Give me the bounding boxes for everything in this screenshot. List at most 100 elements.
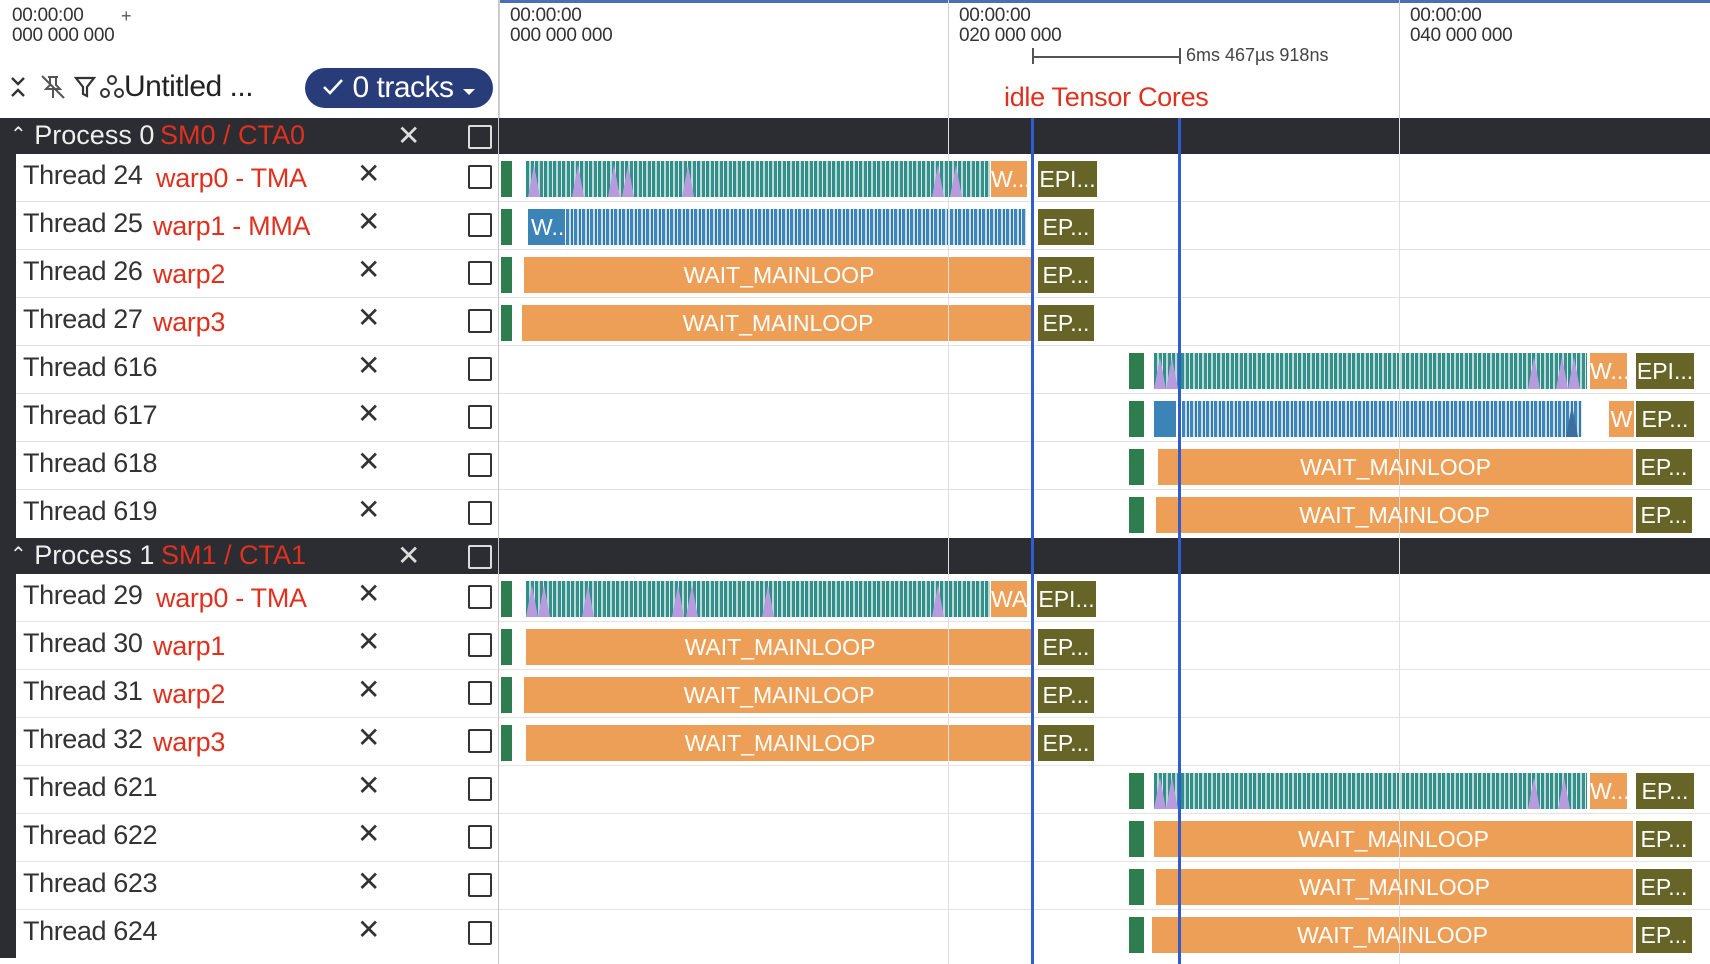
- close-icon[interactable]: ✕: [357, 302, 381, 333]
- track-lane[interactable]: WAIT_MAINLOOP EP...: [499, 670, 1710, 718]
- track-lane[interactable]: W... EPI...: [499, 346, 1710, 394]
- thread-row[interactable]: Thread 31 warp2 ✕ WAIT_MAINLOOP EP...: [0, 670, 1710, 718]
- wait-slice[interactable]: WAIT_MAINLOOP: [1152, 917, 1633, 953]
- checkbox-icon[interactable]: [468, 405, 492, 429]
- start-slice[interactable]: [501, 677, 512, 713]
- track-lane[interactable]: W... EPI...: [499, 154, 1710, 202]
- close-icon[interactable]: ✕: [357, 350, 381, 381]
- close-icon[interactable]: ✕: [357, 158, 381, 189]
- close-icon[interactable]: ✕: [357, 818, 381, 849]
- checkbox-icon[interactable]: [468, 309, 492, 333]
- close-icon[interactable]: ✕: [397, 540, 421, 571]
- checkbox-icon[interactable]: [468, 213, 492, 237]
- thread-row[interactable]: Thread 624 ✕ WAIT_MAINLOOP EP...: [0, 910, 1710, 958]
- cursor-marker-start[interactable]: [1031, 118, 1034, 964]
- epilogue-slice[interactable]: EP...: [1636, 497, 1692, 533]
- epilogue-slice[interactable]: EP...: [1038, 725, 1094, 761]
- track-lane[interactable]: W EP...: [499, 394, 1710, 442]
- track-lane[interactable]: WAIT_MAINLOOP EP...: [499, 862, 1710, 910]
- wait-slice[interactable]: W...: [991, 161, 1027, 197]
- wait-slice[interactable]: W...: [1590, 353, 1627, 389]
- tma-slices[interactable]: [526, 581, 990, 617]
- track-lane[interactable]: WAIT_MAINLOOP EP...: [499, 910, 1710, 958]
- close-icon[interactable]: ✕: [357, 674, 381, 705]
- checkbox-icon[interactable]: [468, 633, 492, 657]
- mma-slice[interactable]: [1154, 401, 1176, 437]
- checkbox-icon[interactable]: [468, 825, 492, 849]
- panel-divider[interactable]: [498, 118, 499, 964]
- checkbox-icon[interactable]: [468, 501, 492, 525]
- track-lane[interactable]: W... EP...: [499, 766, 1710, 814]
- wait-slice[interactable]: WAIT_MAINLOOP: [1154, 821, 1633, 857]
- wait-slice[interactable]: WAIT_MAINLOOP: [522, 305, 1034, 341]
- track-lane[interactable]: WAIT_MAINLOOP EP...: [499, 298, 1710, 346]
- unpin-icon[interactable]: [40, 74, 66, 105]
- chevron-up-icon[interactable]: ⌃: [10, 544, 27, 566]
- epilogue-slice[interactable]: EPI...: [1037, 581, 1096, 617]
- process-0-header[interactable]: ⌃ Process 0 SM0 / CTA0 ✕: [0, 118, 1710, 154]
- close-icon[interactable]: ✕: [357, 626, 381, 657]
- wait-slice[interactable]: WAIT_MAINLOOP: [526, 629, 1034, 665]
- checkbox-icon[interactable]: [468, 777, 492, 801]
- thread-row[interactable]: Thread 24 warp0 - TMA ✕ W... EPI...: [0, 154, 1710, 202]
- workspace-icon[interactable]: [99, 74, 125, 105]
- thread-row[interactable]: Thread 621 ✕ W... EP...: [0, 766, 1710, 814]
- start-slice[interactable]: [501, 305, 512, 341]
- checkbox-icon[interactable]: [468, 729, 492, 753]
- mma-slices[interactable]: [566, 209, 1026, 245]
- track-lane[interactable]: WAIT_MAINLOOP EP...: [499, 250, 1710, 298]
- tma-slices[interactable]: [526, 161, 990, 197]
- tracks-button[interactable]: 0 tracks: [305, 68, 493, 108]
- chevron-up-icon[interactable]: ⌃: [10, 124, 27, 146]
- epilogue-slice[interactable]: EP...: [1038, 629, 1094, 665]
- thread-row[interactable]: Thread 29 warp0 - TMA ✕ WA... EPI...: [0, 574, 1710, 622]
- track-lane[interactable]: WAIT_MAINLOOP EP...: [499, 442, 1710, 490]
- start-slice[interactable]: [501, 161, 512, 197]
- thread-row[interactable]: Thread 25 warp1 - MMA ✕ W... EP...: [0, 202, 1710, 250]
- start-slice[interactable]: [501, 725, 512, 761]
- start-slice[interactable]: [1129, 773, 1144, 809]
- workspace-name[interactable]: Untitled ...: [124, 70, 254, 103]
- checkbox-icon[interactable]: [468, 681, 492, 705]
- checkbox-icon[interactable]: [468, 453, 492, 477]
- thread-row[interactable]: Thread 617 ✕ W EP...: [0, 394, 1710, 442]
- tma-slices[interactable]: [1154, 353, 1587, 389]
- epilogue-slice[interactable]: EP...: [1636, 773, 1694, 809]
- wait-slice[interactable]: WAIT_MAINLOOP: [1158, 449, 1633, 485]
- close-icon[interactable]: ✕: [357, 494, 381, 525]
- checkbox-icon[interactable]: [468, 921, 492, 945]
- checkbox-icon[interactable]: [468, 545, 492, 569]
- mma-slices[interactable]: [1182, 401, 1582, 437]
- mma-slice[interactable]: W...: [528, 209, 565, 245]
- thread-row[interactable]: Thread 618 ✕ WAIT_MAINLOOP EP...: [0, 442, 1710, 490]
- close-icon[interactable]: ✕: [357, 254, 381, 285]
- cursor-marker-end[interactable]: [1178, 118, 1181, 964]
- tma-slices[interactable]: [1154, 773, 1587, 809]
- wait-slice[interactable]: WAIT_MAINLOOP: [1156, 497, 1633, 533]
- checkbox-icon[interactable]: [468, 261, 492, 285]
- start-slice[interactable]: [1129, 821, 1144, 857]
- thread-row[interactable]: Thread 623 ✕ WAIT_MAINLOOP EP...: [0, 862, 1710, 910]
- process-1-header[interactable]: ⌃ Process 1 SM1 / CTA1 ✕: [0, 538, 1710, 574]
- checkbox-icon[interactable]: [468, 585, 492, 609]
- wait-slice[interactable]: WA...: [991, 581, 1027, 617]
- thread-row[interactable]: Thread 30 warp1 ✕ WAIT_MAINLOOP EP...: [0, 622, 1710, 670]
- close-icon[interactable]: ✕: [357, 398, 381, 429]
- wait-slice[interactable]: WAIT_MAINLOOP: [1156, 869, 1633, 905]
- start-slice[interactable]: [1129, 401, 1144, 437]
- start-slice[interactable]: [501, 581, 512, 617]
- close-icon[interactable]: ✕: [357, 866, 381, 897]
- epilogue-slice[interactable]: EP...: [1636, 449, 1692, 485]
- thread-row[interactable]: Thread 27 warp3 ✕ WAIT_MAINLOOP EP...: [0, 298, 1710, 346]
- close-icon[interactable]: ✕: [397, 120, 421, 151]
- start-slice[interactable]: [1129, 353, 1144, 389]
- epilogue-slice[interactable]: EP...: [1636, 917, 1692, 953]
- wait-slice[interactable]: W...: [1590, 773, 1627, 809]
- epilogue-slice[interactable]: EPI...: [1038, 161, 1097, 197]
- epilogue-slice[interactable]: EP...: [1636, 821, 1692, 857]
- start-slice[interactable]: [1129, 497, 1144, 533]
- close-icon[interactable]: ✕: [357, 914, 381, 945]
- epilogue-slice[interactable]: EP...: [1636, 869, 1692, 905]
- checkbox-icon[interactable]: [468, 165, 492, 189]
- close-icon[interactable]: ✕: [357, 770, 381, 801]
